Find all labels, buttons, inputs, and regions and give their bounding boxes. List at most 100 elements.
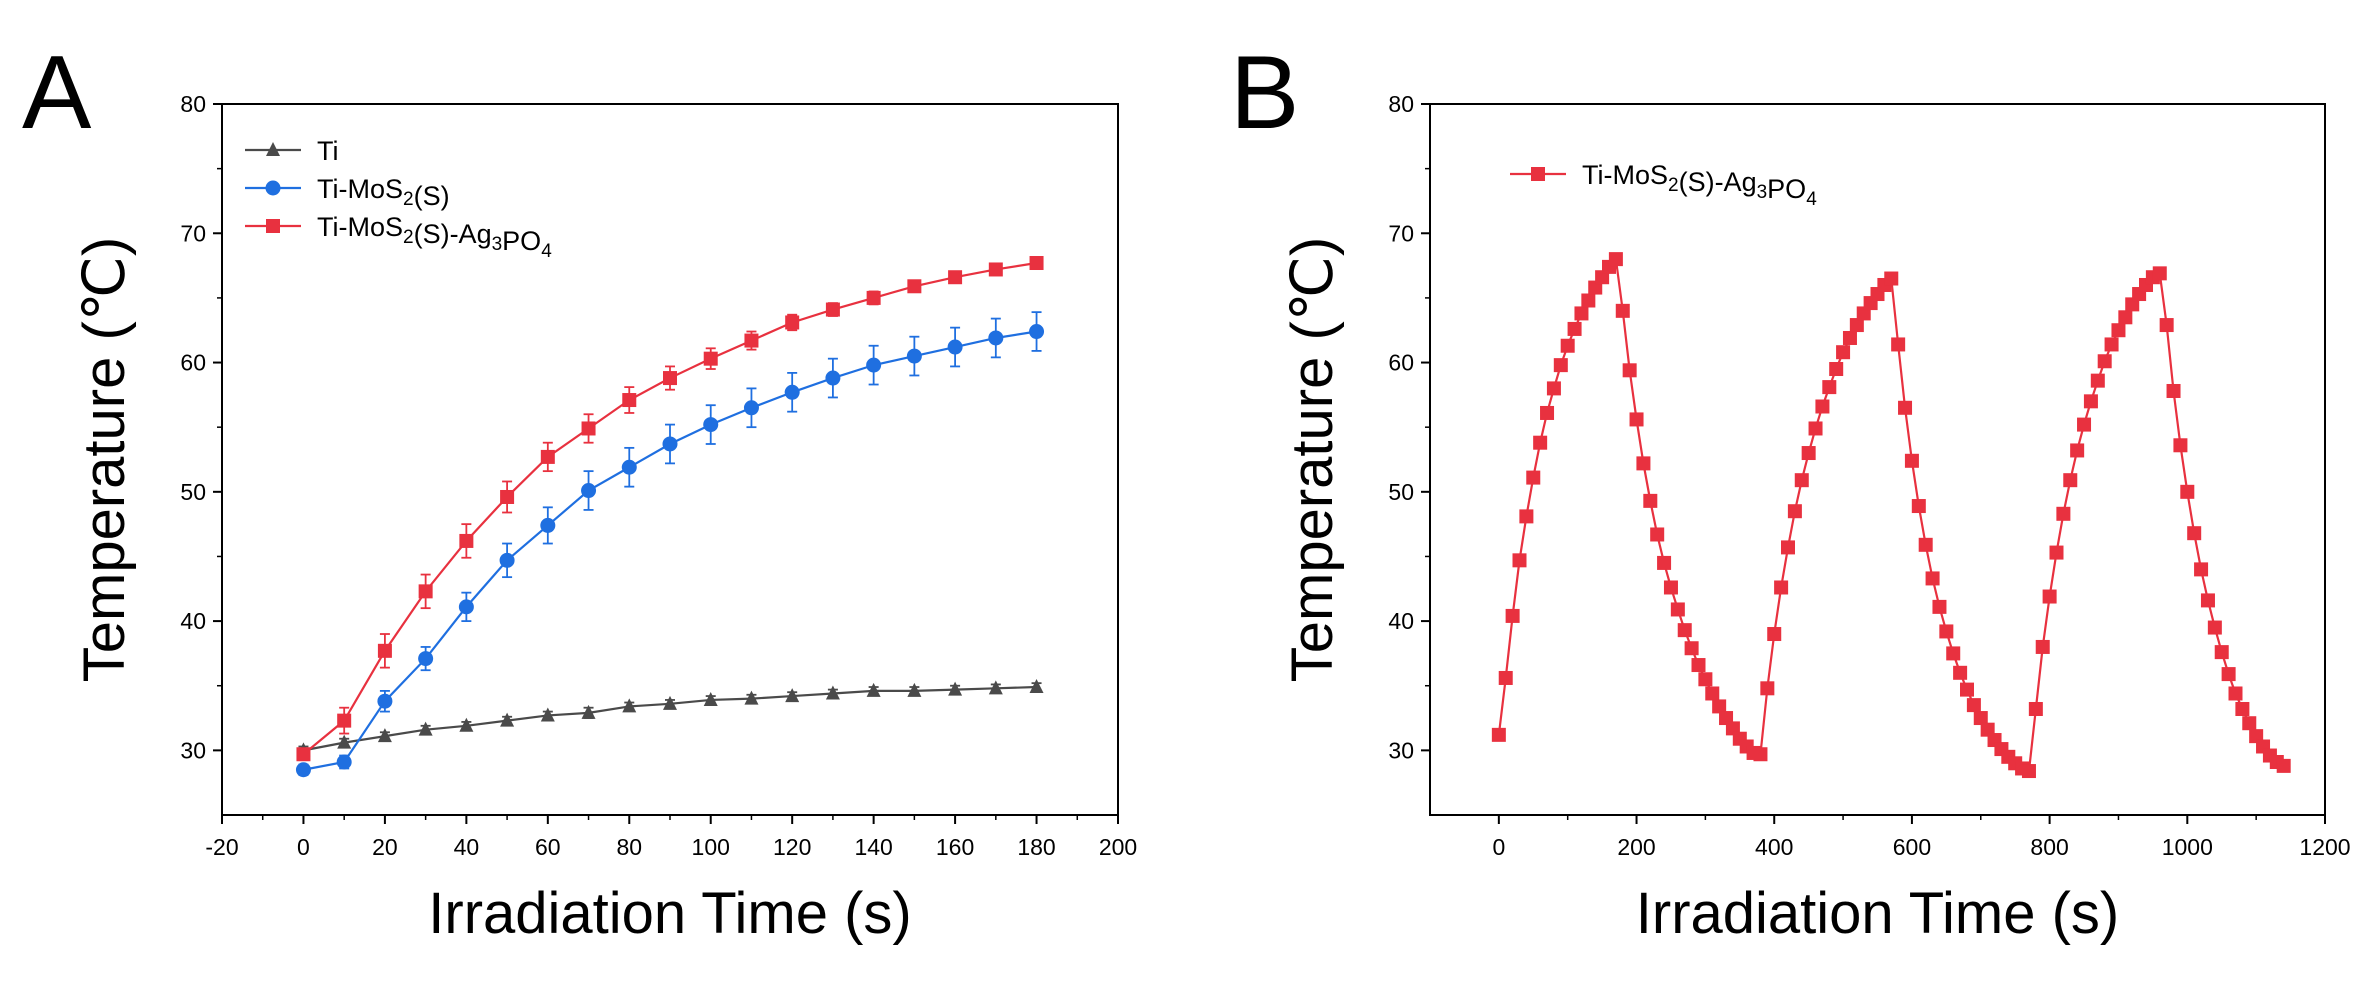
y-tick-label: 50: [1388, 479, 1414, 505]
data-point: [1946, 646, 1961, 661]
y-tick-label: 40: [180, 608, 206, 634]
data-point: [2200, 593, 2215, 608]
data-point: [1657, 555, 1672, 570]
data-point: [337, 713, 352, 728]
data-point: [1553, 358, 1568, 373]
data-point: [377, 728, 392, 743]
data-point: [336, 754, 352, 770]
data-point: [866, 357, 882, 373]
data-point: [2152, 266, 2167, 281]
data-point: [458, 599, 474, 615]
legend-marker: [266, 142, 280, 156]
data-point: [500, 712, 515, 727]
data-point: [1540, 405, 1555, 420]
legend-marker: [266, 219, 280, 233]
x-tick-label: 160: [936, 834, 974, 860]
data-point: [581, 421, 596, 436]
data-point: [662, 436, 678, 452]
y-tick-label: 70: [1388, 220, 1414, 246]
data-point: [2021, 764, 2036, 779]
data-point: [1643, 493, 1658, 508]
data-point: [825, 685, 840, 700]
data-point: [785, 688, 800, 703]
data-point: [948, 681, 963, 696]
x-tick-label: 180: [1017, 834, 1055, 860]
data-point: [1953, 665, 1968, 680]
data-point: [337, 734, 352, 749]
data-point: [2104, 337, 2119, 352]
data-point: [2194, 562, 2209, 577]
data-point: [1829, 362, 1844, 377]
data-point: [825, 370, 841, 386]
data-point: [1787, 504, 1802, 519]
x-tick-label: 60: [535, 834, 561, 860]
data-point: [1526, 470, 1541, 485]
chart-b: 0 200 400 600 800 1000 1200 30 40 50 60 70 80 Irradia…: [1280, 91, 2351, 946]
series-0: [1491, 252, 2291, 779]
x-tick-label: 600: [1893, 834, 1931, 860]
x-tick-label: 140: [854, 834, 892, 860]
y-tick-label: 30: [180, 737, 206, 763]
y-tick-label: 40: [1388, 608, 1414, 634]
data-point: [1973, 711, 1988, 726]
series-2: [296, 256, 1044, 762]
data-point: [988, 680, 1003, 695]
data-point: [988, 330, 1004, 346]
x-tick-label: -20: [205, 834, 238, 860]
data-point: [2070, 443, 2085, 458]
data-point: [1767, 627, 1782, 642]
data-point: [1533, 435, 1548, 450]
data-point: [2083, 394, 2098, 409]
x-tick-label: 200: [1099, 834, 1137, 860]
data-point: [703, 691, 718, 706]
data-point: [1801, 446, 1816, 461]
series-1: [295, 311, 1045, 778]
panel-b-letter: B: [1230, 35, 1299, 151]
data-point: [581, 704, 596, 719]
data-point: [581, 483, 597, 499]
legend-label: Ti-MoS2(S)-Ag3PO4: [1582, 160, 1817, 210]
data-point: [703, 351, 718, 366]
x-tick-label: 200: [1617, 834, 1655, 860]
y-tick-label: 60: [1388, 350, 1414, 376]
series-line: [1497, 256, 2285, 773]
series-line: [302, 261, 1037, 756]
data-point: [1691, 658, 1706, 673]
data-point: [1029, 679, 1044, 694]
y-tick-label: 70: [180, 220, 206, 246]
data-point: [500, 489, 515, 504]
data-point: [1781, 540, 1795, 555]
data-point: [1670, 602, 1685, 617]
data-point: [296, 747, 311, 762]
data-point: [459, 717, 474, 732]
series-0: [296, 679, 1044, 757]
data-point: [540, 707, 555, 722]
data-point: [2242, 716, 2257, 731]
data-point: [2173, 438, 2188, 453]
data-point: [1918, 537, 1933, 552]
data-point: [1822, 380, 1837, 395]
data-point: [621, 459, 637, 475]
x-tick-label: 800: [2030, 834, 2068, 860]
data-point: [907, 279, 922, 294]
data-point: [866, 682, 881, 697]
x-axis-title: Irradiation Time (s): [428, 881, 911, 946]
data-point: [2276, 758, 2291, 773]
data-point: [1815, 399, 1830, 414]
data-point: [2159, 318, 2174, 333]
data-point: [1808, 421, 1823, 436]
data-point: [2028, 701, 2043, 716]
data-point: [2221, 667, 2236, 682]
data-point: [1939, 624, 1954, 639]
data-point: [1760, 681, 1775, 696]
data-point: [703, 417, 719, 433]
data-point: [1911, 499, 1926, 514]
x-tick-label: 120: [773, 834, 811, 860]
data-point: [2077, 417, 2092, 432]
data-point: [1774, 580, 1789, 595]
data-point: [622, 393, 637, 408]
data-point: [377, 643, 392, 658]
data-point: [1849, 318, 1864, 333]
legend-label: Ti-MoS2(S): [317, 174, 450, 211]
